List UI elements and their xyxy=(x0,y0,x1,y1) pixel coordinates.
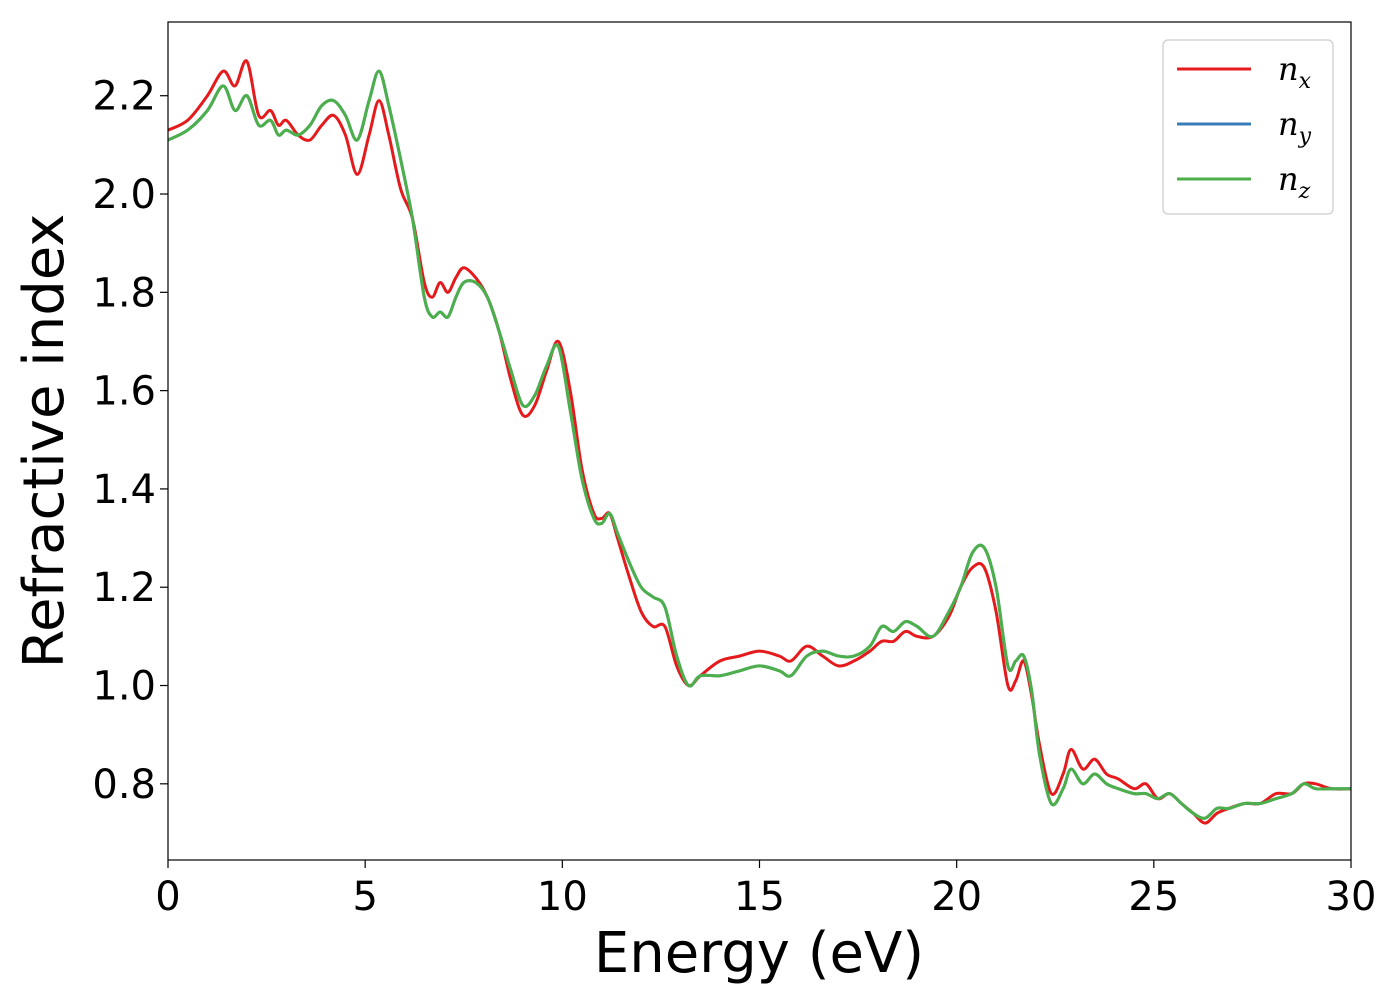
legend-label-y: ny xyxy=(1278,105,1312,149)
y-tick-label: 2.2 xyxy=(92,74,156,120)
x-tick-label: 5 xyxy=(352,874,377,920)
y-tick-label: 1.0 xyxy=(92,664,156,710)
y-tick-label: 1.6 xyxy=(92,369,156,415)
y-tick-label: 2.0 xyxy=(92,172,156,218)
legend-label-subscript: z xyxy=(1298,179,1311,204)
legend-label-base: n xyxy=(1278,50,1299,88)
x-tick-label: 30 xyxy=(1326,874,1377,920)
x-axis-ticks: 0 5 10 15 20 25 30 xyxy=(155,860,1376,920)
legend-label-subscript: x xyxy=(1299,69,1312,94)
y-tick-label: 1.2 xyxy=(92,565,156,611)
y-tick-label: 0.8 xyxy=(92,762,156,808)
x-tick-label: 10 xyxy=(537,874,588,920)
legend-label-z: nz xyxy=(1278,160,1311,204)
legend-box xyxy=(1162,39,1334,215)
x-tick-label: 15 xyxy=(734,874,785,920)
y-axis-ticks: 0.8 1.0 1.2 1.4 1.6 1.8 2.0 2.2 xyxy=(92,74,168,808)
x-axis-label: Energy (eV) xyxy=(594,921,924,986)
series-line-x xyxy=(168,59,1351,825)
legend-label-base: n xyxy=(1278,105,1299,143)
y-tick-label: 1.4 xyxy=(92,467,156,513)
x-tick-label: 20 xyxy=(931,874,982,920)
x-tick-label: 25 xyxy=(1128,874,1179,920)
series-layer xyxy=(168,59,1351,825)
legend-label-base: n xyxy=(1278,160,1299,198)
y-tick-label: 1.8 xyxy=(92,270,156,316)
legend-label-x: nx xyxy=(1278,50,1312,94)
y-axis-label: Refractive index xyxy=(12,214,77,669)
legend-label-subscript: y xyxy=(1298,124,1312,149)
x-tick-label: 0 xyxy=(155,874,180,920)
series-line-z xyxy=(168,69,1351,820)
